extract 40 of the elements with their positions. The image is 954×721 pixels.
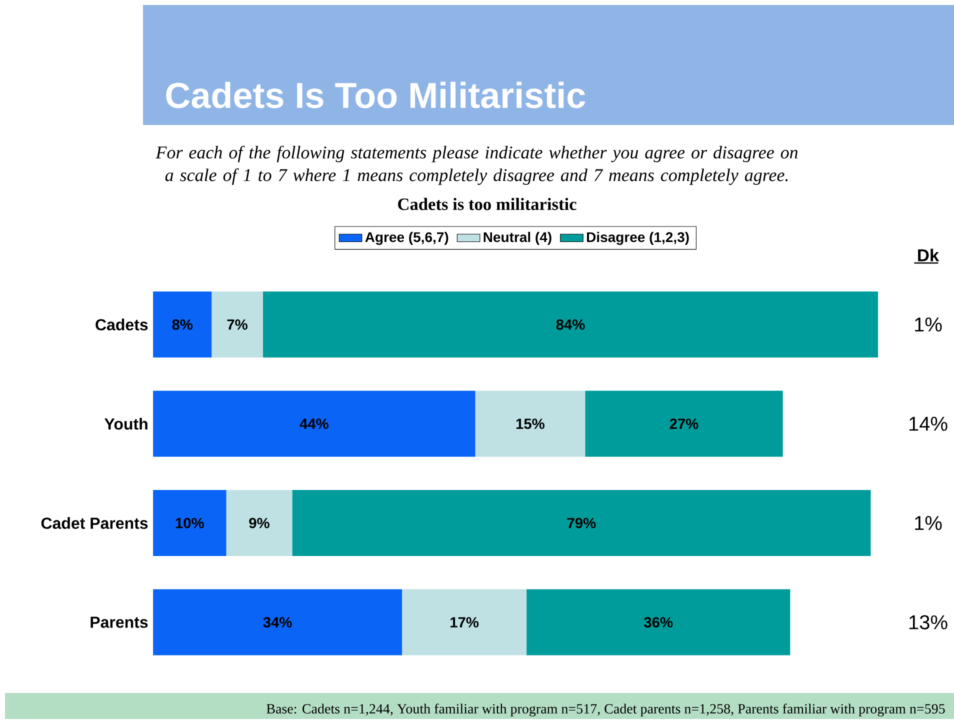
text: Dk xyxy=(918,248,940,262)
bar xyxy=(153,292,212,358)
text: 1% xyxy=(915,318,942,332)
bar xyxy=(153,589,402,656)
data-label: 8% xyxy=(172,319,193,330)
bar xyxy=(585,390,783,457)
legend-label: Agree (5,6,7) xyxy=(365,232,448,246)
bar xyxy=(475,390,586,457)
data-label: 36% xyxy=(644,617,673,628)
bar xyxy=(153,490,226,556)
legend-label: Neutral (4) xyxy=(484,232,552,245)
text: 1% xyxy=(915,516,942,530)
data-label: 34% xyxy=(263,617,292,628)
data-label: 44% xyxy=(300,418,328,430)
y-tick-label: Youth xyxy=(104,418,148,430)
chart-title: Cadets Is Too Militaristic xyxy=(166,82,586,108)
bar xyxy=(526,589,790,656)
text: 14% xyxy=(910,416,948,431)
data-label: 84% xyxy=(556,319,585,330)
chart-subtitle: Cadets is too militaristic xyxy=(398,198,576,210)
y-tick-label: Parents xyxy=(90,616,148,628)
bar xyxy=(226,490,292,556)
data-label: 10% xyxy=(176,518,204,528)
legend-label: Disagree (1,2,3) xyxy=(586,232,689,246)
bar xyxy=(212,292,263,358)
data-label: 27% xyxy=(670,418,698,430)
data-label: 15% xyxy=(516,418,544,430)
data-label: 9% xyxy=(249,518,270,528)
y-tick-label: Cadets xyxy=(96,318,148,330)
y-tick-label: Cadet Parents xyxy=(41,517,148,529)
text: 13% xyxy=(910,615,948,630)
data-label: 7% xyxy=(227,319,248,330)
text: Base: Cadets n=1,244, Youth familiar with program n=517, Cadet parents n=1,258, Parents familiar with program n=595 xyxy=(266,704,945,716)
text: For each of the following statements please indicate whether you agree or disagree on a scale of 1 to 7 where 1 means completely disagree and 7 means completely agree. xyxy=(156,146,798,185)
bar xyxy=(292,490,871,556)
data-label: 79% xyxy=(567,518,596,528)
bar xyxy=(402,589,527,656)
data-label: 17% xyxy=(450,617,479,628)
bar xyxy=(262,292,878,358)
bar xyxy=(153,390,476,457)
